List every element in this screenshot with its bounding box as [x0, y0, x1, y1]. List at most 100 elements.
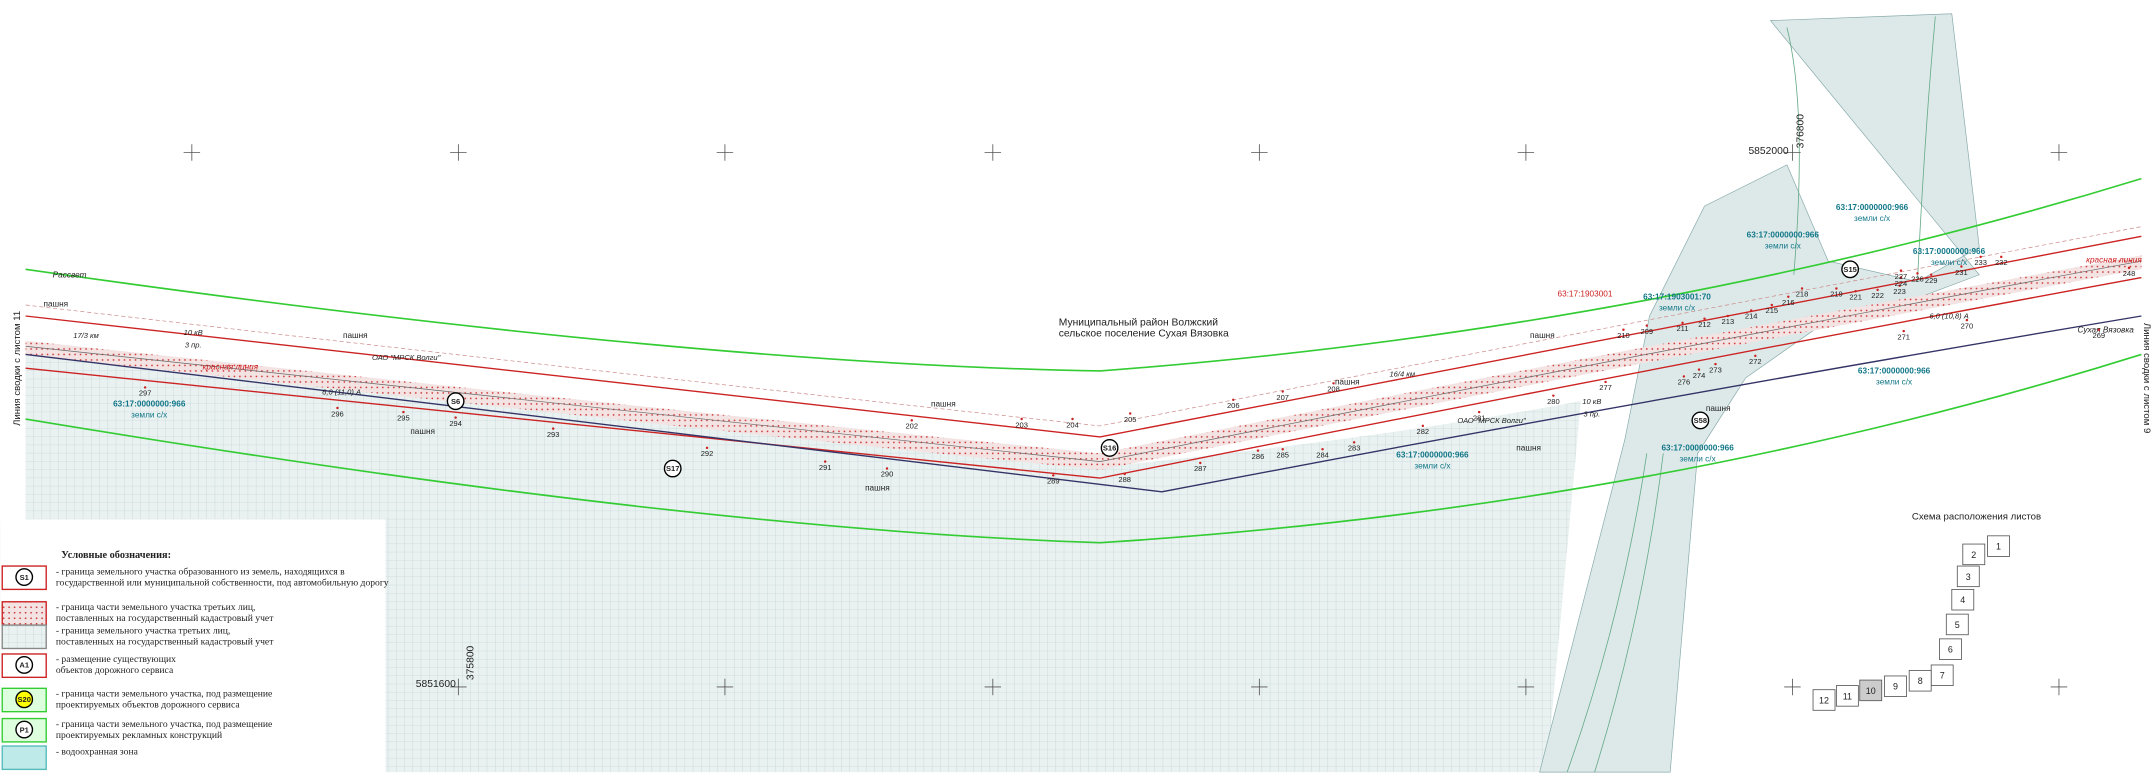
sheet-box: [1962, 543, 1986, 566]
point-number: 285: [1276, 451, 1289, 460]
boundary-point: [1902, 329, 1905, 333]
sheet-number: 10: [1866, 686, 1876, 696]
point-number: 281: [1473, 413, 1486, 422]
boundary-point: [1477, 410, 1481, 414]
point-number: 294: [449, 419, 462, 428]
point-number: 210: [1617, 331, 1630, 340]
legend-symbol: A1: [19, 661, 29, 670]
line-label: 17/3 км: [73, 331, 99, 340]
sheet-number: 12: [1819, 695, 1829, 705]
crosshair: [984, 144, 1002, 161]
point-number: 272: [1749, 357, 1762, 366]
point-number: 289: [1047, 477, 1060, 486]
line-label: 10 кВ: [184, 328, 203, 337]
point-number: 208: [1327, 385, 1340, 394]
line-label: 3 пр.: [1583, 409, 1600, 418]
point-number: 227: [1895, 272, 1908, 281]
sheet-box: [1884, 675, 1907, 697]
sheet-box: [1939, 638, 1962, 660]
parcel-land: земли с/х: [1931, 258, 1968, 267]
sheet-box: [1859, 679, 1883, 702]
point-number: 231: [1955, 268, 1968, 277]
point-number: 212: [1698, 320, 1711, 329]
boundary-point: [1352, 441, 1356, 444]
boundary-point: [1123, 472, 1126, 476]
boundary-point: [1281, 448, 1284, 451]
point-number: 295: [397, 413, 410, 422]
legend-swatch: [1, 745, 47, 771]
boundary-point: [1800, 287, 1804, 290]
point-number: 203: [1015, 420, 1028, 429]
point-number: 204: [1066, 420, 1079, 429]
sheet-box: [1835, 685, 1859, 707]
place-label: пашня: [931, 400, 956, 409]
parcel-land: земли с/х: [1854, 214, 1891, 223]
sheet-box: [1951, 588, 1975, 611]
point-number: 291: [819, 463, 832, 472]
boundary-point: [1421, 424, 1425, 428]
point-number: 205: [1124, 415, 1137, 424]
point-number: 248: [2123, 269, 2136, 278]
point-number: 209: [1640, 327, 1653, 336]
crosshair: [716, 144, 734, 161]
zone-label: S17: [666, 464, 679, 473]
line-label: красная линия: [202, 363, 258, 372]
sheet-number: 5: [1955, 620, 1960, 630]
point-number: 293: [547, 430, 560, 439]
parcel-land: земли с/х: [131, 411, 168, 420]
point-number: 206: [1227, 401, 1240, 410]
point-number: 283: [1348, 444, 1361, 453]
boundary-point: [885, 467, 889, 470]
parcel-land: земли с/х: [1659, 304, 1696, 313]
place-label: Сухая Вязовка: [2078, 325, 2135, 334]
place-label: пашня: [865, 483, 890, 492]
sheet-number: 2: [1971, 550, 1976, 560]
line-label: ОАО "МРСК Волги": [1457, 416, 1526, 425]
legend-text: государственной или муниципальной собств…: [56, 577, 389, 588]
boundary-point: [1697, 368, 1701, 371]
boundary-point: [402, 410, 405, 414]
parcel-number: 63:17:0000000:966: [1396, 451, 1469, 460]
point-number: 214: [1745, 312, 1758, 321]
boundary-point: [1682, 375, 1686, 378]
coordinate: 376800: [1795, 114, 1806, 149]
parcel-land: земли с/х: [1414, 461, 1451, 470]
legend-marker: [15, 690, 34, 709]
legend-text: - граница земельного участка третьих лиц…: [56, 625, 231, 636]
place-label: пашня: [1516, 444, 1541, 453]
legend-text: - размещение существующих: [56, 654, 176, 665]
legend-text: проектируемых объектов дорожного сервиса: [56, 700, 241, 711]
boundary-point: [1622, 328, 1625, 331]
parcel-number: 63:17:0000000:966: [1836, 203, 1909, 212]
boundary-point: [1754, 354, 1757, 358]
legend-symbol: S1: [20, 573, 29, 582]
point-number: 290: [881, 470, 894, 479]
road: [25, 226, 2142, 493]
boundary-point: [336, 406, 339, 410]
boundary-point: [454, 416, 457, 419]
boundary-point: [705, 446, 709, 450]
zone-marker: [1841, 260, 1860, 279]
point-number: 233: [1974, 258, 1987, 267]
point-number: 292: [701, 449, 714, 458]
boundary-point: [1552, 394, 1555, 397]
legend-swatch: [1, 624, 47, 650]
sheet-number: 1: [1996, 542, 2001, 552]
place-label: пашня: [1530, 331, 1555, 340]
district: Муниципальный район Волжский: [1059, 318, 1218, 329]
join-line-left: Линия сводки с листом 11: [12, 311, 23, 426]
boundary-point: [1604, 380, 1607, 384]
boundary-point: [2000, 255, 2003, 259]
crosshair: [450, 144, 467, 161]
crosshair: [183, 144, 201, 161]
parcel-number: 63:17:0000000:966: [113, 400, 186, 409]
point-number: 215: [1766, 306, 1779, 315]
parcel-number: 63:17:0000000:966: [1913, 247, 1986, 256]
line-label: 6,0 (11,0) А: [322, 387, 361, 396]
point-number: 216: [1782, 298, 1795, 307]
boundary-point: [1726, 314, 1730, 318]
boundary-point: [1749, 309, 1753, 312]
crosshair: [1517, 678, 1535, 696]
point-number: 223: [1893, 287, 1906, 296]
